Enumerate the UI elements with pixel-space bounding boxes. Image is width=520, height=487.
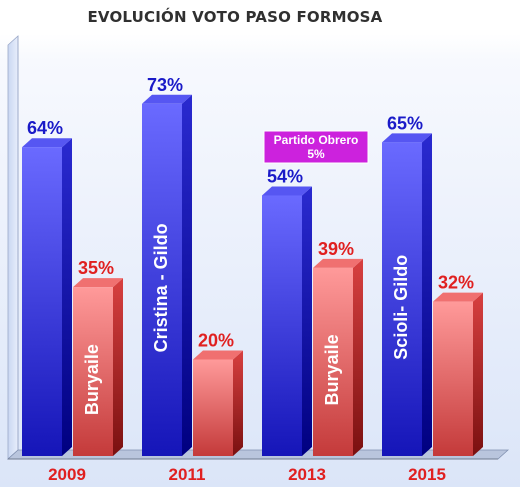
annotation-box bbox=[263, 130, 369, 164]
bar-front bbox=[142, 103, 182, 457]
annotation-text: Partido Obrero bbox=[274, 133, 359, 147]
bar-side bbox=[233, 350, 243, 456]
bar-top bbox=[382, 133, 432, 143]
x-tick-label-2013: 2013 bbox=[288, 465, 326, 484]
bar-front bbox=[262, 195, 302, 456]
bar-side bbox=[422, 133, 432, 456]
bar-candidate-label: Buryaile bbox=[322, 334, 342, 405]
bar-2015-s2 bbox=[433, 292, 483, 456]
bar-top bbox=[73, 278, 123, 288]
bar-front bbox=[73, 287, 113, 456]
bar-front bbox=[313, 267, 353, 456]
value-label: 65% bbox=[387, 113, 423, 133]
bar-top bbox=[433, 292, 483, 302]
bar-side bbox=[353, 258, 363, 456]
value-label: 35% bbox=[78, 258, 114, 278]
bar-front bbox=[22, 147, 62, 456]
bar-2013-s2 bbox=[313, 258, 363, 456]
value-label: 54% bbox=[267, 166, 303, 186]
bar-top bbox=[313, 258, 363, 268]
bar-candidate-label: Scioli- Gildo bbox=[391, 255, 411, 360]
bar-top bbox=[262, 186, 312, 196]
plot-side-wall bbox=[7, 35, 19, 460]
bar-side bbox=[473, 292, 483, 456]
bar-front bbox=[433, 301, 473, 456]
value-label: 39% bbox=[318, 239, 354, 259]
x-tick-label-2011: 2011 bbox=[169, 465, 206, 484]
bar-top bbox=[22, 138, 72, 148]
bar-side bbox=[302, 186, 312, 456]
bar-front bbox=[193, 359, 233, 456]
value-label: 20% bbox=[198, 331, 234, 351]
chart-title: EVOLUCIÓN VOTO PASO FORMOSA bbox=[87, 8, 383, 26]
value-label: 64% bbox=[27, 118, 63, 138]
value-label: 32% bbox=[438, 273, 474, 293]
bar-side bbox=[113, 278, 123, 456]
x-tick-label-2009: 2009 bbox=[48, 465, 86, 484]
x-tick-label-2015: 2015 bbox=[408, 465, 446, 484]
bar-front bbox=[382, 142, 422, 456]
bar-side bbox=[182, 94, 192, 457]
bar-side bbox=[62, 138, 72, 456]
value-label: 73% bbox=[147, 75, 183, 95]
bar-top bbox=[142, 94, 192, 104]
bar-candidate-label: Cristina - Gildo bbox=[151, 223, 171, 352]
bar-2013-s1 bbox=[262, 186, 312, 456]
bar-2011-s1 bbox=[142, 94, 192, 457]
bar-2009-s1 bbox=[22, 138, 72, 456]
bar-candidate-label: Buryaile bbox=[82, 344, 102, 415]
bar-2011-s2 bbox=[193, 350, 243, 456]
bar-2009-s2 bbox=[73, 278, 123, 456]
annotation-text: 5% bbox=[307, 147, 325, 161]
bar-2015-s1 bbox=[382, 133, 432, 456]
bar-top bbox=[193, 350, 243, 360]
